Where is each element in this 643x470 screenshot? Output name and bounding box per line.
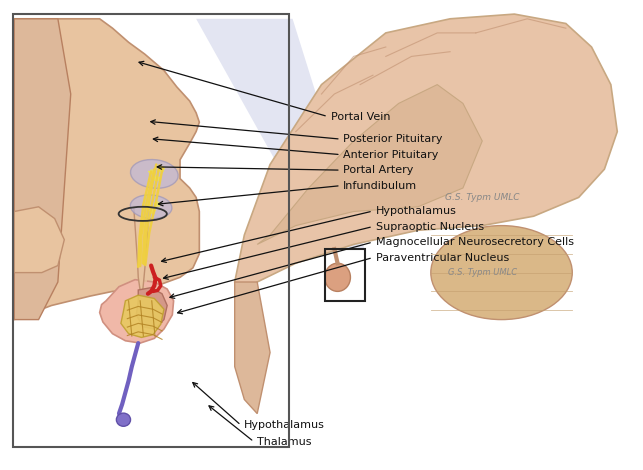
- Text: G.S. Typm UMLC: G.S. Typm UMLC: [448, 268, 517, 277]
- Text: Hypothalamus: Hypothalamus: [244, 420, 325, 431]
- Bar: [325, 249, 365, 301]
- Ellipse shape: [116, 413, 131, 426]
- Polygon shape: [121, 295, 164, 337]
- Polygon shape: [257, 85, 482, 244]
- Text: Paraventricular Nucleus: Paraventricular Nucleus: [376, 252, 509, 263]
- Ellipse shape: [325, 263, 350, 291]
- Polygon shape: [14, 19, 199, 320]
- Polygon shape: [14, 207, 64, 273]
- Polygon shape: [136, 288, 167, 329]
- Polygon shape: [196, 19, 365, 249]
- Polygon shape: [100, 280, 174, 343]
- Text: G.S. Typm UMLC: G.S. Typm UMLC: [445, 193, 520, 202]
- Text: Thalamus: Thalamus: [257, 437, 311, 447]
- Text: Infundibulum: Infundibulum: [343, 180, 417, 191]
- Text: Hypothalamus: Hypothalamus: [376, 206, 457, 216]
- Text: Portal Artery: Portal Artery: [343, 165, 413, 175]
- Polygon shape: [134, 207, 149, 290]
- Text: Portal Vein: Portal Vein: [331, 111, 390, 122]
- Bar: [13, 14, 289, 446]
- Ellipse shape: [131, 159, 178, 188]
- Ellipse shape: [431, 226, 572, 320]
- Polygon shape: [235, 14, 617, 291]
- Ellipse shape: [131, 195, 172, 219]
- Text: Posterior Pituitary: Posterior Pituitary: [343, 134, 443, 144]
- Text: Supraoptic Nucleus: Supraoptic Nucleus: [376, 221, 484, 232]
- Text: Anterior Pituitary: Anterior Pituitary: [343, 149, 439, 160]
- Polygon shape: [14, 19, 71, 320]
- Polygon shape: [235, 282, 270, 414]
- Text: Magnocellular Neurosecretory Cells: Magnocellular Neurosecretory Cells: [376, 237, 574, 247]
